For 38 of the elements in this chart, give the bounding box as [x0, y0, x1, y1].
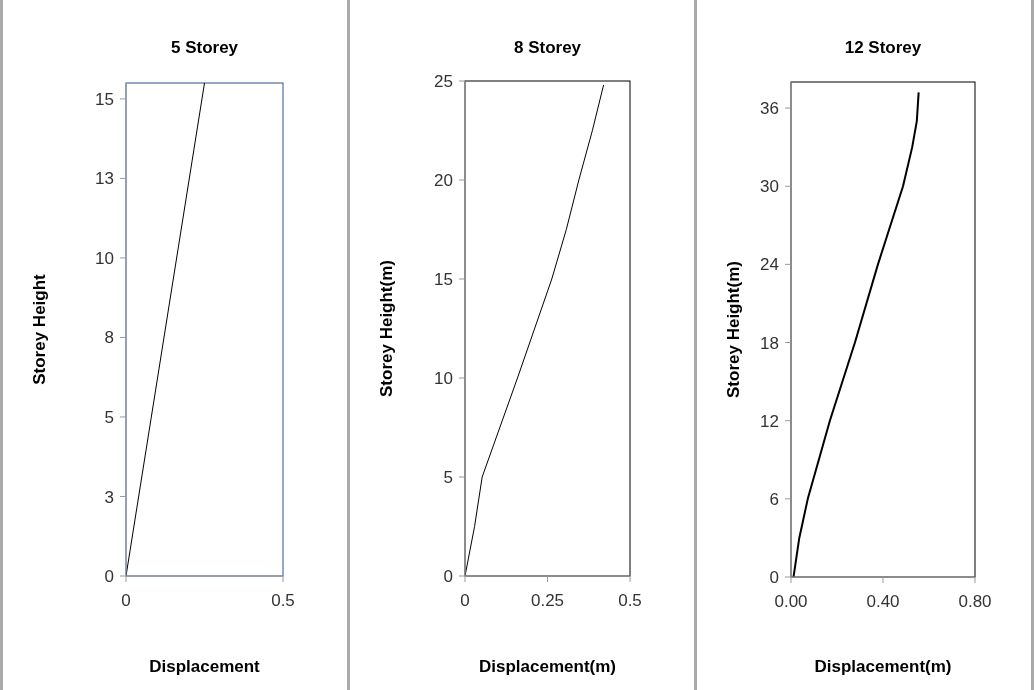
y-axis-title: Storey Height: [30, 273, 50, 385]
y-axis-title: Storey Height(m): [724, 261, 744, 398]
y-tick-label: 30: [760, 177, 779, 197]
x-tick-label: 0.5: [618, 591, 642, 611]
y-tick-label: 15: [434, 270, 453, 290]
y-axis-title: Storey Height(m): [377, 260, 397, 397]
y-tick-label: 0: [769, 568, 779, 588]
y-tick-label: 3: [104, 487, 114, 507]
y-tick-label: 15: [95, 89, 114, 109]
chart-title: 12 Storey: [843, 38, 923, 58]
chart-title: 8 Storey: [512, 38, 583, 58]
line-series: [792, 91, 920, 577]
y-tick-label: 24: [760, 255, 779, 275]
x-tick-label: 0.40: [866, 592, 900, 612]
y-tick-label: 12: [760, 411, 779, 431]
y-tick-label: 6: [769, 489, 779, 509]
y-tick-label: 5: [104, 408, 114, 427]
y-tick-label: 18: [760, 333, 779, 353]
y-tick-label: 0: [104, 567, 114, 587]
y-tick-label: 10: [434, 369, 453, 389]
chart-title: 5 Storey: [169, 38, 240, 58]
y-tick-label: 13: [95, 169, 114, 189]
x-tick-label: 0: [121, 591, 131, 611]
y-tick-label: 20: [434, 171, 453, 191]
y-tick-label: 5: [443, 468, 453, 488]
y-tick-label: 25: [434, 72, 453, 92]
y-tick-label: 0: [443, 567, 453, 587]
x-tick-label: 0.25: [530, 591, 565, 611]
x-tick-label: 0.5: [271, 591, 295, 611]
y-tick-label: 8: [104, 328, 114, 348]
y-tick-label: 36: [760, 99, 779, 119]
x-axis-title: Displacement(m): [479, 657, 616, 676]
x-axis-title: Displacement: [149, 657, 261, 676]
x-tick-label: 0: [460, 591, 470, 611]
x-tick-label: 0.80: [958, 592, 992, 612]
y-tick-label: 10: [95, 248, 114, 268]
x-axis-title: Displacement(m): [814, 657, 952, 676]
x-tick-label: 0.00: [774, 592, 808, 612]
